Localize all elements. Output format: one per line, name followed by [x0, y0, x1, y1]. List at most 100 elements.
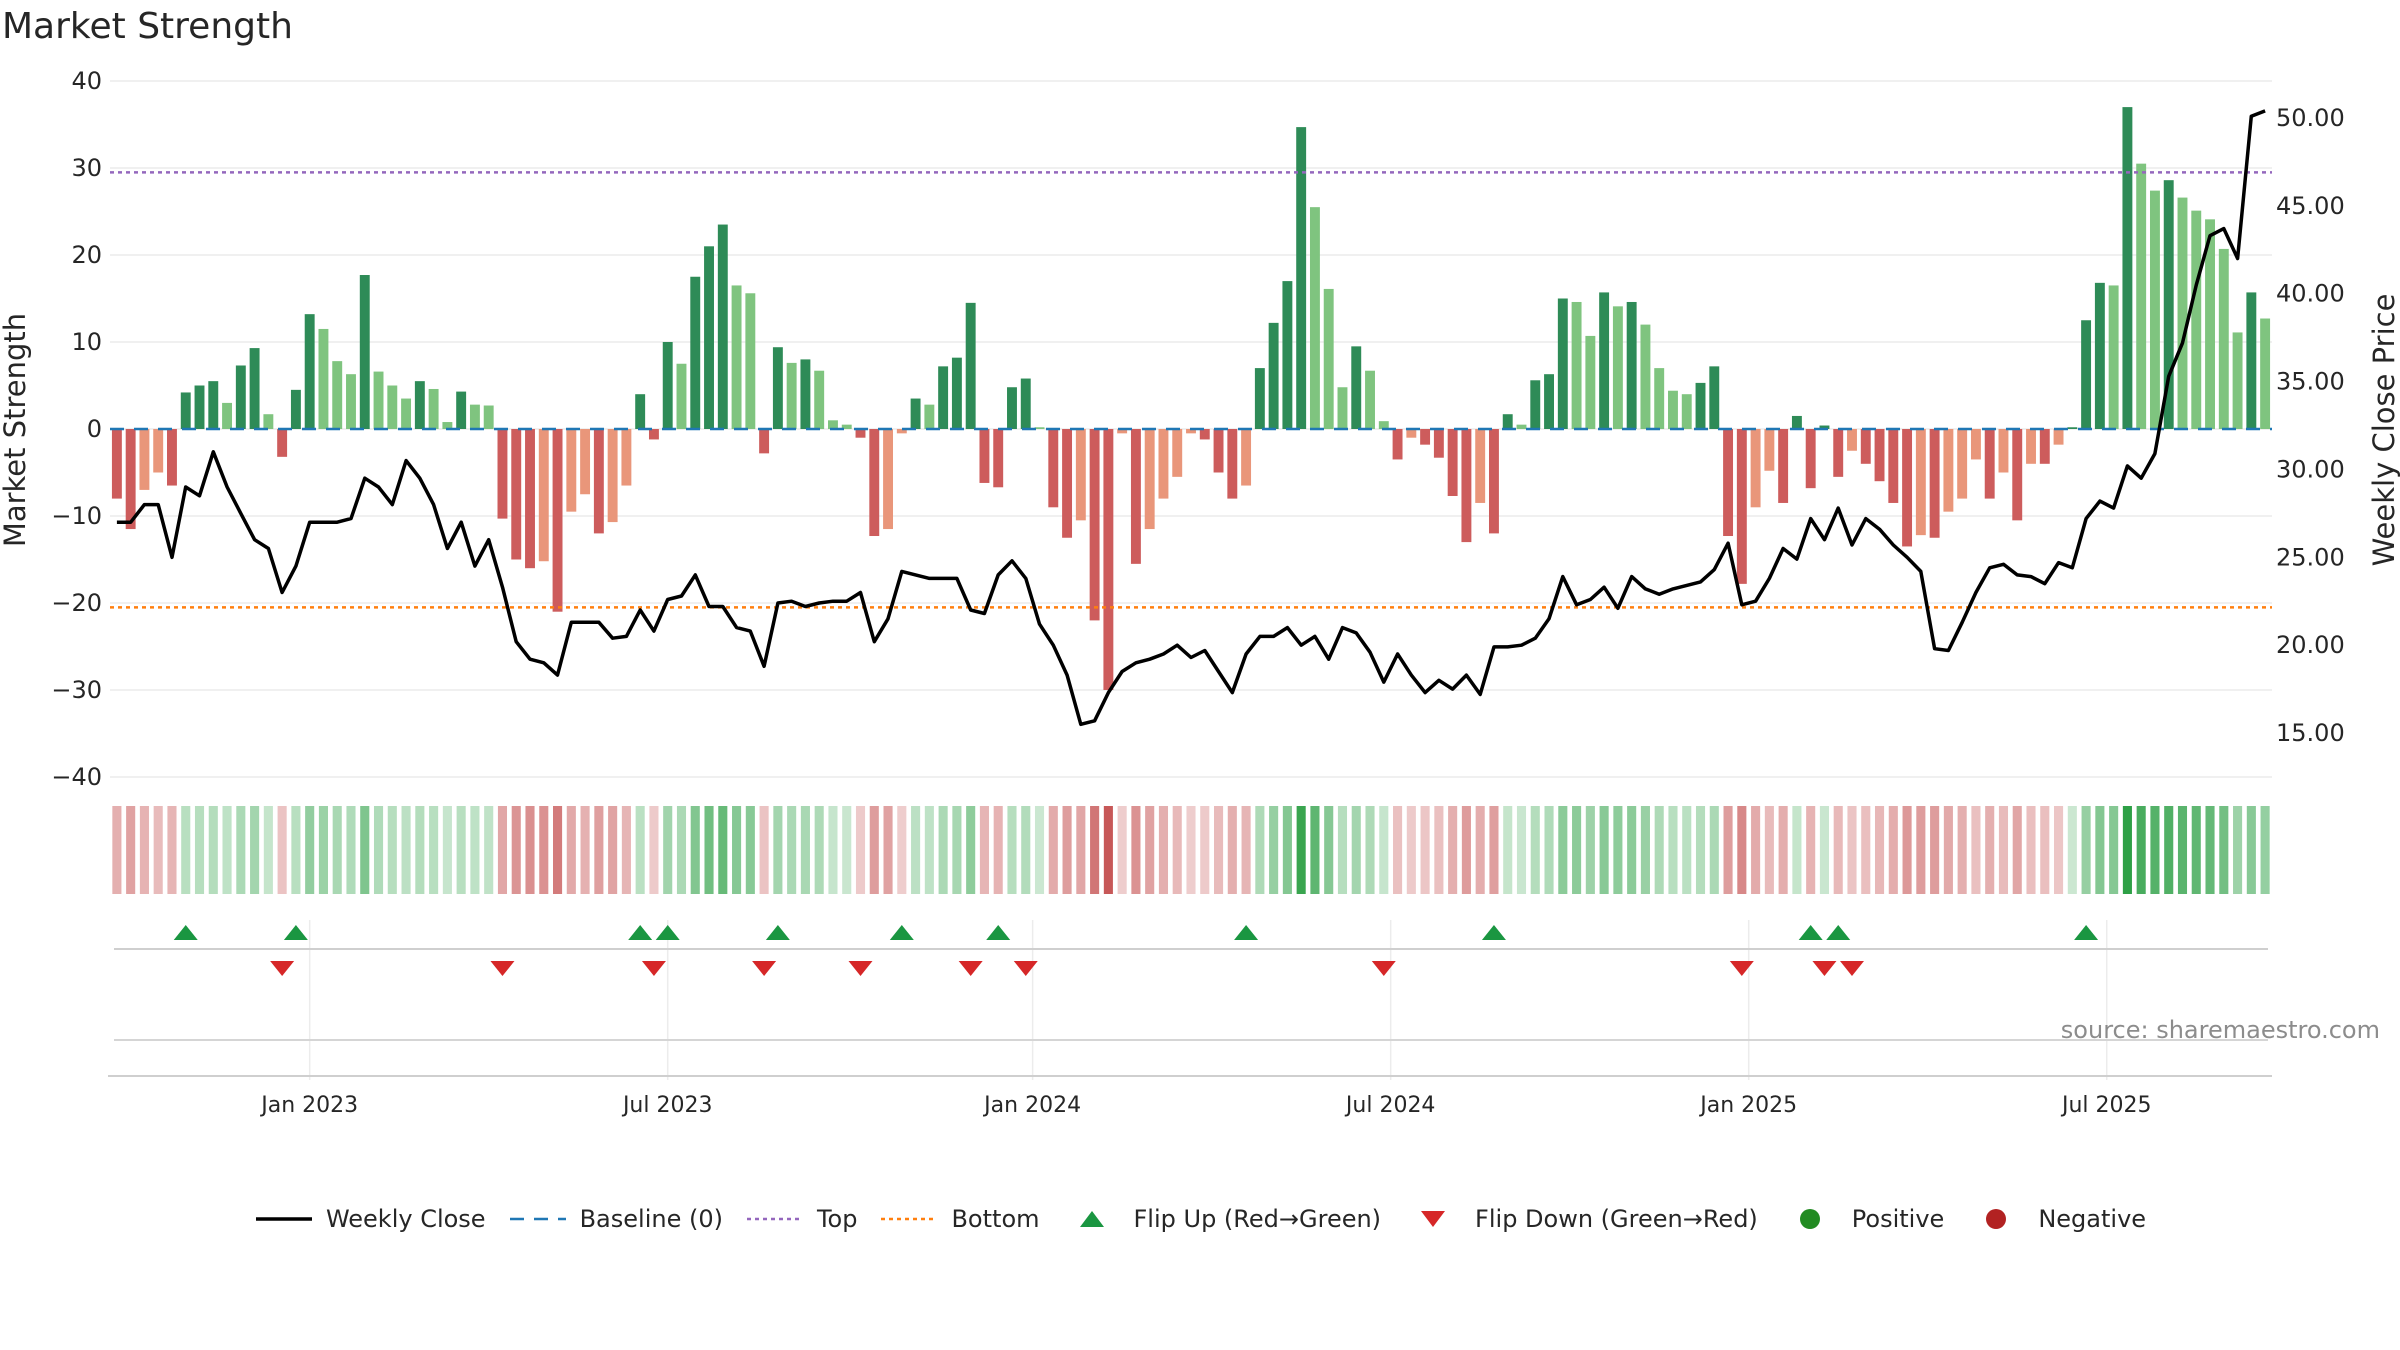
heat-cell — [869, 806, 879, 894]
y-tick-label: −30 — [51, 676, 102, 704]
strength-bar — [786, 362, 797, 429]
strength-bar — [1860, 429, 1871, 464]
strength-bar — [1089, 429, 1100, 621]
strength-bar — [1186, 429, 1196, 434]
strength-bar — [1984, 429, 1995, 499]
heat-cell — [2246, 806, 2256, 894]
heat-cell — [1461, 806, 1471, 894]
strength-bar — [1254, 368, 1265, 429]
x-tick-label: Jul 2025 — [2060, 1093, 2152, 1118]
y-tick-label: 30 — [71, 154, 102, 182]
strength-bar — [580, 429, 591, 495]
strength-bar — [1902, 429, 1913, 547]
strength-bar — [1378, 421, 1389, 429]
heat-cell — [979, 806, 989, 894]
heat-cell — [2067, 806, 2077, 894]
heat-cell — [773, 806, 783, 894]
strength-bar — [1750, 429, 1761, 508]
heat-cell — [635, 806, 645, 894]
heat-cell — [1764, 806, 1774, 894]
heat-cell — [842, 806, 852, 894]
heat-cell — [2109, 806, 2119, 894]
heat-cell — [704, 806, 714, 894]
legend-item: Negative — [1966, 1205, 2146, 1233]
heat-cell — [332, 806, 342, 894]
strength-bar — [346, 374, 356, 429]
strength-bar — [635, 394, 646, 429]
strength-bar — [1048, 429, 1059, 508]
heat-cell — [1572, 806, 1582, 894]
y-tick-label: −10 — [51, 502, 102, 530]
heat-cell — [2219, 806, 2229, 894]
strength-bar — [2149, 190, 2160, 429]
legend-label: Flip Up (Red→Green) — [1133, 1205, 1382, 1233]
strength-bar — [2039, 429, 2050, 464]
heat-cell — [1324, 806, 1334, 894]
heat-cell — [1282, 806, 1292, 894]
strength-bar — [387, 385, 398, 429]
heat-cell — [1709, 806, 1719, 894]
heat-cell — [732, 806, 742, 894]
heat-cell — [580, 806, 590, 894]
heat-cell — [1751, 806, 1761, 894]
y2-tick-label: 20.00 — [2276, 631, 2345, 659]
strength-bar — [745, 293, 756, 429]
strength-bar — [1805, 429, 1816, 489]
heat-cell — [1654, 806, 1664, 894]
heat-cell — [1806, 806, 1816, 894]
dotted-line-icon — [881, 1217, 938, 1221]
flip-down-marker — [958, 961, 983, 976]
heat-cell — [1310, 806, 1320, 894]
heat-cell — [663, 806, 673, 894]
strength-bar — [1681, 394, 1692, 429]
x-tick-label: Jul 2024 — [1344, 1093, 1436, 1118]
heat-cell — [2233, 806, 2243, 894]
strength-bar — [456, 391, 467, 429]
strength-bar — [208, 381, 219, 429]
flip-markers — [173, 925, 2099, 976]
heat-cell — [1888, 806, 1898, 894]
legend-item: Flip Up (Red→Green) — [1062, 1205, 1382, 1233]
circle-icon — [1799, 1209, 1820, 1229]
heat-cell — [1021, 806, 1031, 894]
heat-cell — [993, 806, 1003, 894]
strength-bar — [194, 385, 205, 429]
strength-bar — [1626, 301, 1637, 429]
legend-label: Flip Down (Green→Red) — [1475, 1205, 1758, 1233]
grid-lines — [110, 80, 2272, 1080]
strength-bar — [1323, 288, 1334, 429]
flip-up-marker — [628, 925, 653, 940]
close-line-layer — [116, 109, 2266, 727]
heat-cell — [2205, 806, 2215, 894]
heat-cell — [442, 806, 452, 894]
strength-bar — [1392, 429, 1403, 460]
heat-cell — [966, 806, 976, 894]
heat-cell — [911, 806, 921, 894]
strength-bar — [469, 404, 480, 429]
heat-cell — [1475, 806, 1485, 894]
heat-cell — [525, 806, 535, 894]
strength-bar — [1723, 429, 1734, 537]
strength-bar — [2053, 429, 2064, 445]
heat-cell — [401, 806, 411, 894]
strength-bar — [1117, 429, 1128, 434]
heat-cell — [2191, 806, 2201, 894]
strength-bar — [965, 302, 976, 429]
strength-bar — [772, 347, 783, 429]
heat-cell — [608, 806, 618, 894]
strength-bar — [910, 398, 921, 429]
heat-cell — [2012, 806, 2022, 894]
flip-up-marker — [1798, 925, 1823, 940]
heat-cell — [126, 806, 136, 894]
strength-bar — [497, 429, 508, 519]
strength-bar — [593, 429, 604, 534]
heat-cell — [2177, 806, 2188, 894]
strength-bar — [1695, 382, 1706, 429]
heat-cell — [387, 806, 397, 894]
heat-cell — [2054, 806, 2064, 894]
heat-cell — [511, 806, 521, 894]
strength-bar — [1144, 429, 1155, 530]
strength-bar — [1516, 424, 1527, 429]
strength-bar — [759, 429, 770, 454]
strength-bar — [249, 348, 260, 429]
